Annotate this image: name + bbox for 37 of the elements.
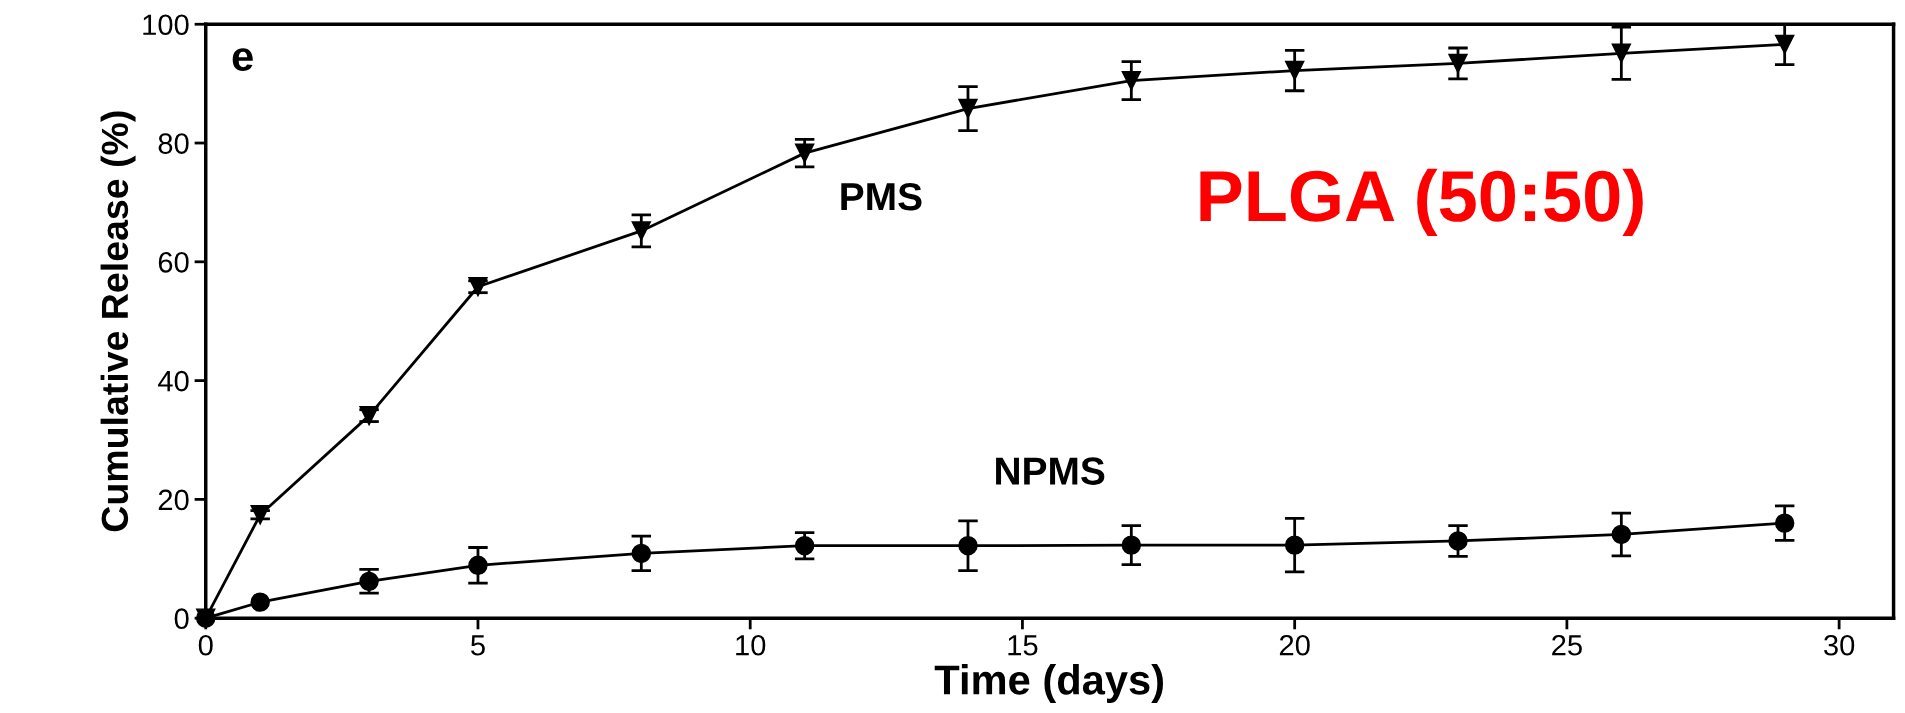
point [1121, 535, 1142, 555]
point [1448, 53, 1468, 74]
y-tick-label: 0 [174, 608, 189, 630]
point [250, 592, 270, 612]
x-tick-label: 15 [1008, 635, 1038, 656]
x-tick-label: 5 [471, 635, 485, 656]
point [958, 98, 978, 119]
point [1611, 524, 1632, 545]
point [1121, 70, 1142, 91]
annotation: PMS [841, 182, 922, 211]
x-tick-label: 25 [1552, 634, 1582, 656]
point [631, 543, 652, 564]
annotation: NPMS [996, 457, 1105, 485]
point [958, 535, 978, 556]
point [1774, 513, 1795, 533]
y-tick-label: 40 [158, 370, 189, 392]
point [631, 221, 652, 241]
annotation: e [232, 48, 253, 72]
annotation: PLGA (50:50) [1200, 168, 1643, 237]
y-tick-label: 60 [158, 252, 189, 273]
point [1284, 535, 1305, 555]
point [794, 143, 815, 163]
x-axis-title: Time (days) [934, 664, 1163, 703]
y-axis-title: Cumulative Release (%) [100, 111, 136, 532]
point [1611, 43, 1632, 64]
x-tick-label: 0 [198, 634, 213, 656]
point [1284, 60, 1305, 81]
y-tick-label: 20 [158, 489, 189, 511]
x-tick-label: 10 [736, 634, 766, 656]
point [468, 555, 488, 576]
x-tick-label: 20 [1279, 634, 1310, 656]
y-tick-label: 100 [143, 14, 189, 36]
x-tick-label: 30 [1824, 634, 1855, 656]
y-tick-label: 80 [158, 133, 189, 154]
point [1774, 34, 1795, 55]
point [794, 535, 815, 556]
point [1448, 531, 1468, 551]
